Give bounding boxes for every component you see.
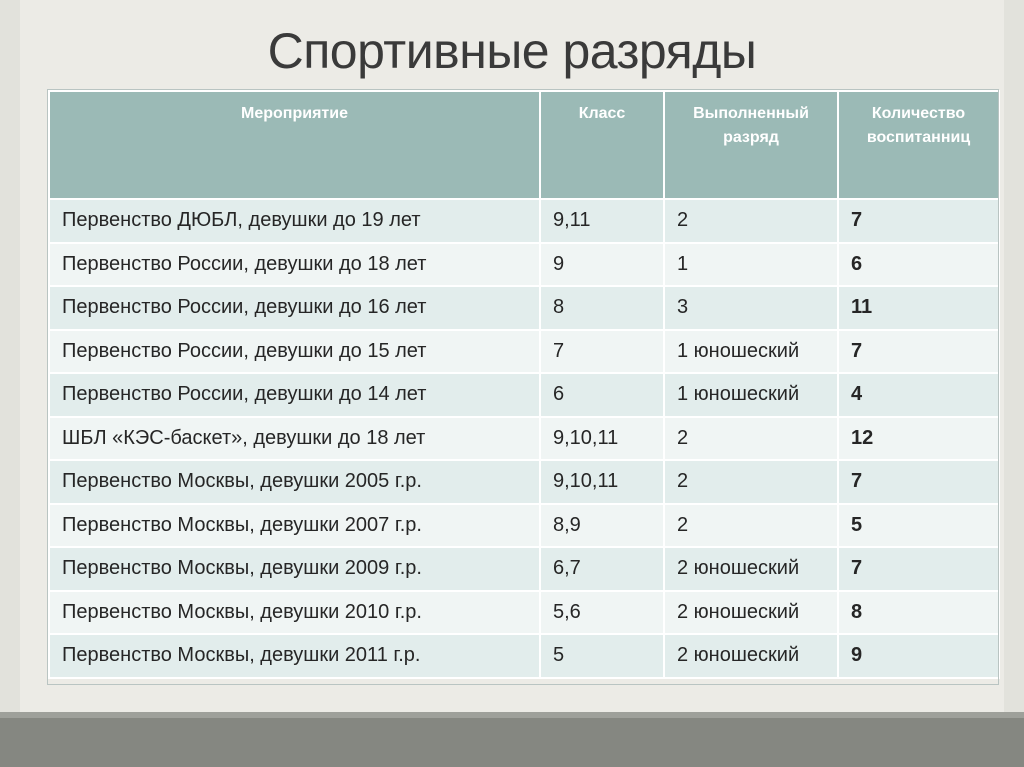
slide-title: Спортивные разряды <box>267 23 757 79</box>
cell-event: Первенство ДЮБЛ, девушки до 19 лет <box>48 198 541 244</box>
cell-class: 5 <box>539 633 665 679</box>
cell-class: 8,9 <box>539 502 665 548</box>
cell-rank: 3 <box>663 285 839 331</box>
cell-rank: 2 юношеский <box>663 633 839 679</box>
cell-event: Первенство России, девушки до 16 лет <box>48 285 541 331</box>
table-header: Мероприятие Класс Выполненный разряд Кол… <box>48 90 1000 200</box>
cell-count: 4 <box>837 372 1000 418</box>
cell-count: 8 <box>837 589 1000 635</box>
cell-event: Первенство России, девушки до 15 лет <box>48 328 541 374</box>
cell-rank: 2 <box>663 415 839 461</box>
cell-class: 7 <box>539 328 665 374</box>
cell-rank: 2 юношеский <box>663 589 839 635</box>
cell-rank: 1 <box>663 241 839 287</box>
cell-event: Первенство России, девушки до 18 лет <box>48 241 541 287</box>
slide-frame-right <box>1004 0 1024 712</box>
table-row: ШБЛ «КЭС-баскет», девушки до 18 лет 9,10,… <box>48 415 1000 461</box>
cell-rank: 2 <box>663 459 839 505</box>
table-row: Первенство Москвы, девушки 2011 г.р. 5 2 ю… <box>48 633 1000 679</box>
cell-count: 11 <box>837 285 1000 331</box>
cell-event: Первенство Москвы, девушки 2007 г.р. <box>48 502 541 548</box>
table-row: Первенство Москвы, девушки 2005 г.р. 9,10… <box>48 459 1000 505</box>
cell-rank: 2 юношеский <box>663 546 839 592</box>
cell-count: 7 <box>837 546 1000 592</box>
cell-count: 7 <box>837 328 1000 374</box>
table-row: Первенство России, девушки до 16 лет 8 3 11 <box>48 285 1000 331</box>
cell-count: 12 <box>837 415 1000 461</box>
table-row: Первенство ДЮБЛ, девушки до 19 лет 9,11 2 7 <box>48 198 1000 244</box>
header-row: Мероприятие Класс Выполненный разряд Кол… <box>48 90 1000 200</box>
table-body: Первенство ДЮБЛ, девушки до 19 лет 9,11 2 7… <box>48 198 1000 679</box>
cell-class: 9,11 <box>539 198 665 244</box>
cell-class: 6 <box>539 372 665 418</box>
cell-event: Первенство Москвы, девушки 2010 г.р. <box>48 589 541 635</box>
table-row: Первенство Москвы, девушки 2009 г.р. 6,7 2… <box>48 546 1000 592</box>
bottom-band-stripe <box>0 712 1024 718</box>
table-row: Первенство Москвы, девушки 2010 г.р. 5,6 2… <box>48 589 1000 635</box>
cell-rank: 1 юношеский <box>663 328 839 374</box>
cell-event: Первенство Москвы, девушки 2011 г.р. <box>48 633 541 679</box>
cell-count: 7 <box>837 198 1000 244</box>
cell-class: 8 <box>539 285 665 331</box>
cell-class: 9,10,11 <box>539 415 665 461</box>
slide-frame-left <box>0 0 20 712</box>
ranks-table: Мероприятие Класс Выполненный разряд Кол… <box>48 90 1000 679</box>
header-count: Количество воспитанниц <box>837 90 1000 200</box>
table-row: Первенство Москвы, девушки 2007 г.р. 8,9 2… <box>48 502 1000 548</box>
cell-event: ШБЛ «КЭС-баскет», девушки до 18 лет <box>48 415 541 461</box>
cell-count: 7 <box>837 459 1000 505</box>
cell-event: Первенство Москвы, девушки 2009 г.р. <box>48 546 541 592</box>
cell-class: 6,7 <box>539 546 665 592</box>
table-row: Первенство России, девушки до 15 лет 7 1 ю… <box>48 328 1000 374</box>
table-row: Первенство России, девушки до 18 лет 9 1 6 <box>48 241 1000 287</box>
cell-count: 6 <box>837 241 1000 287</box>
header-event: Мероприятие <box>48 90 541 200</box>
cell-event: Первенство Москвы, девушки 2005 г.р. <box>48 459 541 505</box>
header-rank: Выполненный разряд <box>663 90 839 200</box>
cell-class: 9,10,11 <box>539 459 665 505</box>
cell-count: 9 <box>837 633 1000 679</box>
slide-bottom-band <box>0 712 1024 767</box>
cell-rank: 1 юношеский <box>663 372 839 418</box>
cell-count: 5 <box>837 502 1000 548</box>
cell-event: Первенство России, девушки до 14 лет <box>48 372 541 418</box>
header-class: Класс <box>539 90 665 200</box>
cell-rank: 2 <box>663 502 839 548</box>
cell-class: 5,6 <box>539 589 665 635</box>
cell-rank: 2 <box>663 198 839 244</box>
cell-class: 9 <box>539 241 665 287</box>
table-row: Первенство России, девушки до 14 лет 6 1 ю… <box>48 372 1000 418</box>
